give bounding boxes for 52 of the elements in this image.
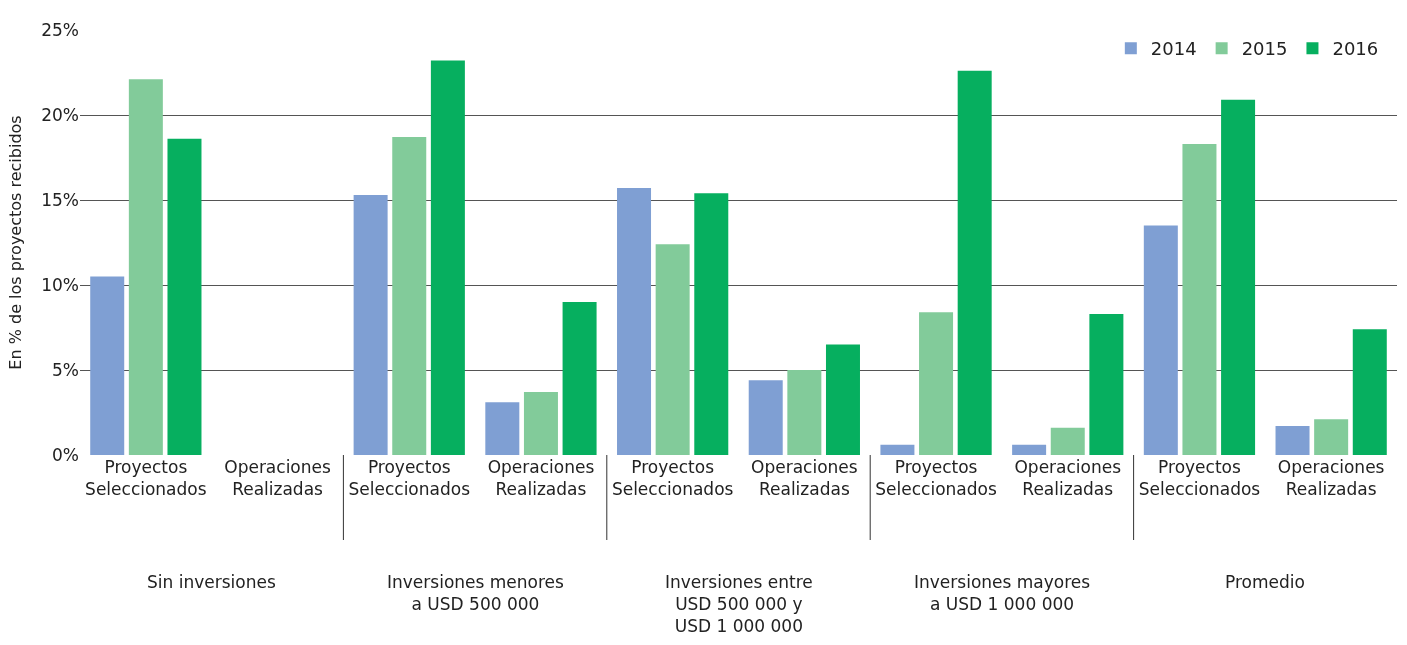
bar [353,194,388,455]
x-tick-label: Operaciones Realizadas [1277,457,1385,500]
legend-label: 2016 [1332,38,1379,60]
bar [694,193,729,455]
bar [825,344,860,455]
x-tick-label: Proyectos Seleccionados [85,457,207,500]
y-tick-label: 10% [41,274,79,295]
y-tick-label: 20% [41,104,79,125]
bar [1352,329,1387,455]
x-tick-label: Operaciones Realizadas [487,457,595,500]
bar [1050,427,1085,455]
bar [1143,225,1178,455]
bar [919,312,954,455]
bar [430,60,465,455]
text: Sin inversiones [147,572,276,592]
text: Inversiones mayores a USD 1 000 000 [914,572,1091,615]
bar [787,370,822,455]
bar [523,392,558,455]
bar [957,70,992,455]
legend-label: 2014 [1150,38,1197,60]
x-tick-label: Operaciones Realizadas [224,457,331,500]
legend-label: 2015 [1241,38,1288,60]
bar [392,137,427,455]
x-tick-label: Operaciones Realizadas [751,457,858,500]
bar [562,302,597,455]
y-tick-label: 5% [52,359,79,380]
bar [1221,99,1256,455]
x-tick-label: Proyectos Seleccionados [611,457,734,500]
bar [1089,313,1124,455]
text: Inversiones entre USD 500 000 y USD 1 000 000 [665,572,813,637]
bar [485,402,520,455]
y-axis-title: En % de los proyectos recibidos [6,115,26,370]
x-tick-label: Operaciones Realizadas [1014,457,1122,500]
bar [128,79,163,455]
x-tick-label: Proyectos Seleccionados [1138,457,1261,500]
bar [90,276,125,455]
bar [1314,419,1349,455]
bar [617,188,652,455]
bar [748,380,783,455]
bar [1182,143,1217,455]
text: Inversiones menores a USD 500 000 [387,572,565,615]
bar [880,444,915,455]
x-tick-label: Proyectos Seleccionados [875,457,997,500]
y-tick-label: 0% [52,444,79,465]
bar [1275,426,1310,455]
y-tick-label: 25% [41,19,79,40]
bar [1012,444,1047,455]
bar [167,138,202,455]
text: Promedio [1225,572,1305,592]
bar [655,244,690,455]
y-tick-label: 15% [41,189,79,210]
x-tick-label: Proyectos Seleccionados [348,457,471,500]
